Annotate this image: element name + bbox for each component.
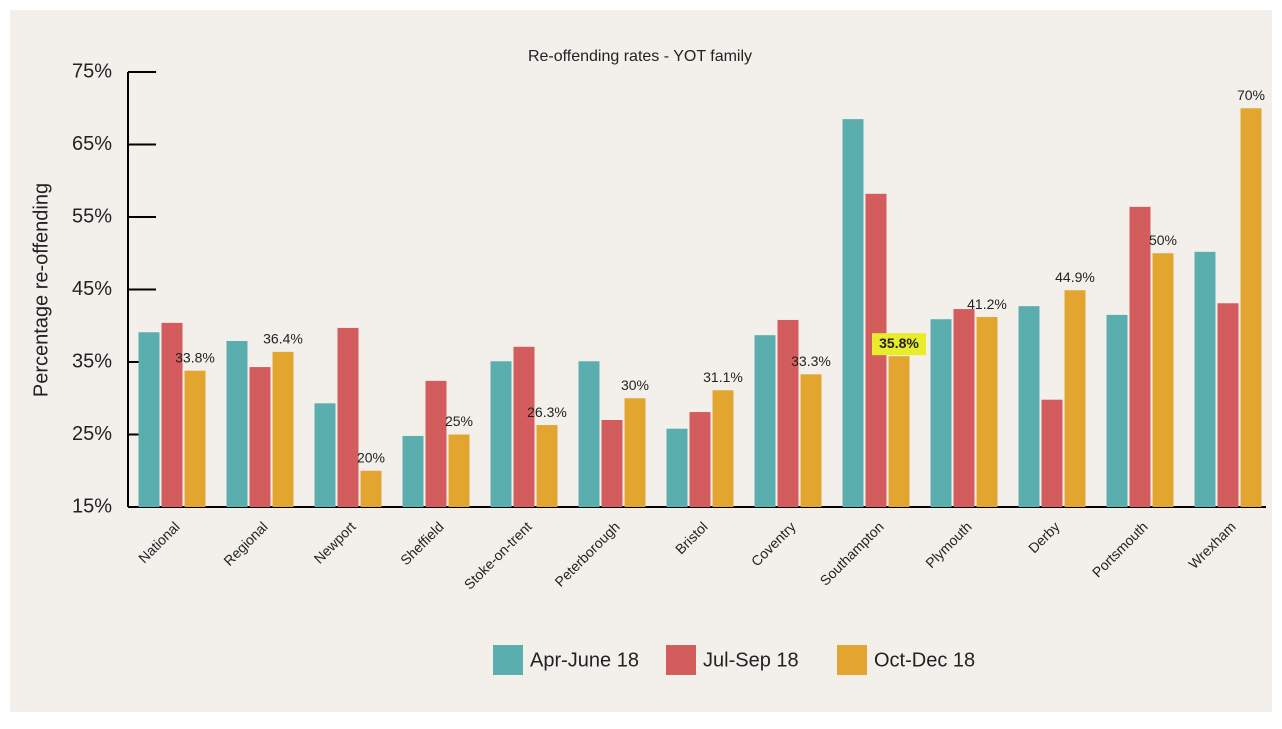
legend-swatch xyxy=(666,645,696,675)
bar xyxy=(448,434,470,507)
y-axis-label: Percentage re-offending xyxy=(30,183,52,397)
legend-label: Oct-Dec 18 xyxy=(874,649,975,671)
bar xyxy=(161,322,183,507)
bar xyxy=(601,420,623,507)
chart-title: Re-offending rates - YOT family xyxy=(528,48,752,65)
panel xyxy=(10,10,1272,712)
bar xyxy=(1129,206,1151,507)
legend-swatch xyxy=(837,645,867,675)
data-label: 26.3% xyxy=(527,404,567,420)
bar xyxy=(360,470,382,507)
bar xyxy=(666,428,688,507)
bar xyxy=(578,361,600,507)
bar xyxy=(314,403,336,507)
bar xyxy=(976,317,998,507)
y-tick-label: 75% xyxy=(72,60,112,82)
bar xyxy=(1194,251,1216,507)
y-tick-label: 35% xyxy=(72,350,112,372)
bar xyxy=(1064,290,1086,507)
data-label: 25% xyxy=(445,413,473,429)
bar xyxy=(777,319,799,507)
bar xyxy=(888,356,910,507)
bar xyxy=(272,351,294,507)
bar xyxy=(490,361,512,507)
bar xyxy=(337,327,359,507)
bar xyxy=(138,332,160,507)
bar xyxy=(1106,314,1128,507)
bar xyxy=(842,119,864,507)
bar xyxy=(513,346,535,507)
data-label: 35.8% xyxy=(879,335,919,351)
bar xyxy=(712,390,734,507)
y-tick-label: 55% xyxy=(72,205,112,227)
label-highlight xyxy=(872,333,926,356)
bar xyxy=(689,412,711,507)
bar xyxy=(930,319,952,507)
bar xyxy=(953,309,975,507)
data-label: 30% xyxy=(621,377,649,393)
data-label: 50% xyxy=(1149,232,1177,248)
data-label: 33.8% xyxy=(175,349,215,365)
y-tick-label: 65% xyxy=(72,133,112,155)
bar xyxy=(1041,399,1063,507)
data-label: 41.2% xyxy=(967,296,1007,312)
legend-label: Apr-June 18 xyxy=(530,649,639,671)
bar xyxy=(800,374,822,507)
bar xyxy=(1240,108,1262,507)
bar xyxy=(425,380,447,507)
bar xyxy=(1217,303,1239,507)
bar xyxy=(1018,306,1040,507)
data-label: 70% xyxy=(1237,87,1265,103)
y-tick-label: 45% xyxy=(72,278,112,300)
y-tick-label: 15% xyxy=(72,495,112,517)
data-label: 31.1% xyxy=(703,369,743,385)
bar xyxy=(249,367,271,507)
data-label: 20% xyxy=(357,449,385,465)
bar xyxy=(184,370,206,507)
bar xyxy=(754,335,776,507)
data-label: 33.3% xyxy=(791,353,831,369)
bar xyxy=(1152,253,1174,507)
legend-label: Jul-Sep 18 xyxy=(703,649,799,671)
bar xyxy=(226,340,248,507)
legend-swatch xyxy=(493,645,523,675)
bar xyxy=(402,435,424,507)
data-label: 36.4% xyxy=(263,331,303,347)
data-label: 44.9% xyxy=(1055,269,1095,285)
bar xyxy=(624,398,646,507)
y-tick-label: 25% xyxy=(72,423,112,445)
bar xyxy=(536,425,558,507)
